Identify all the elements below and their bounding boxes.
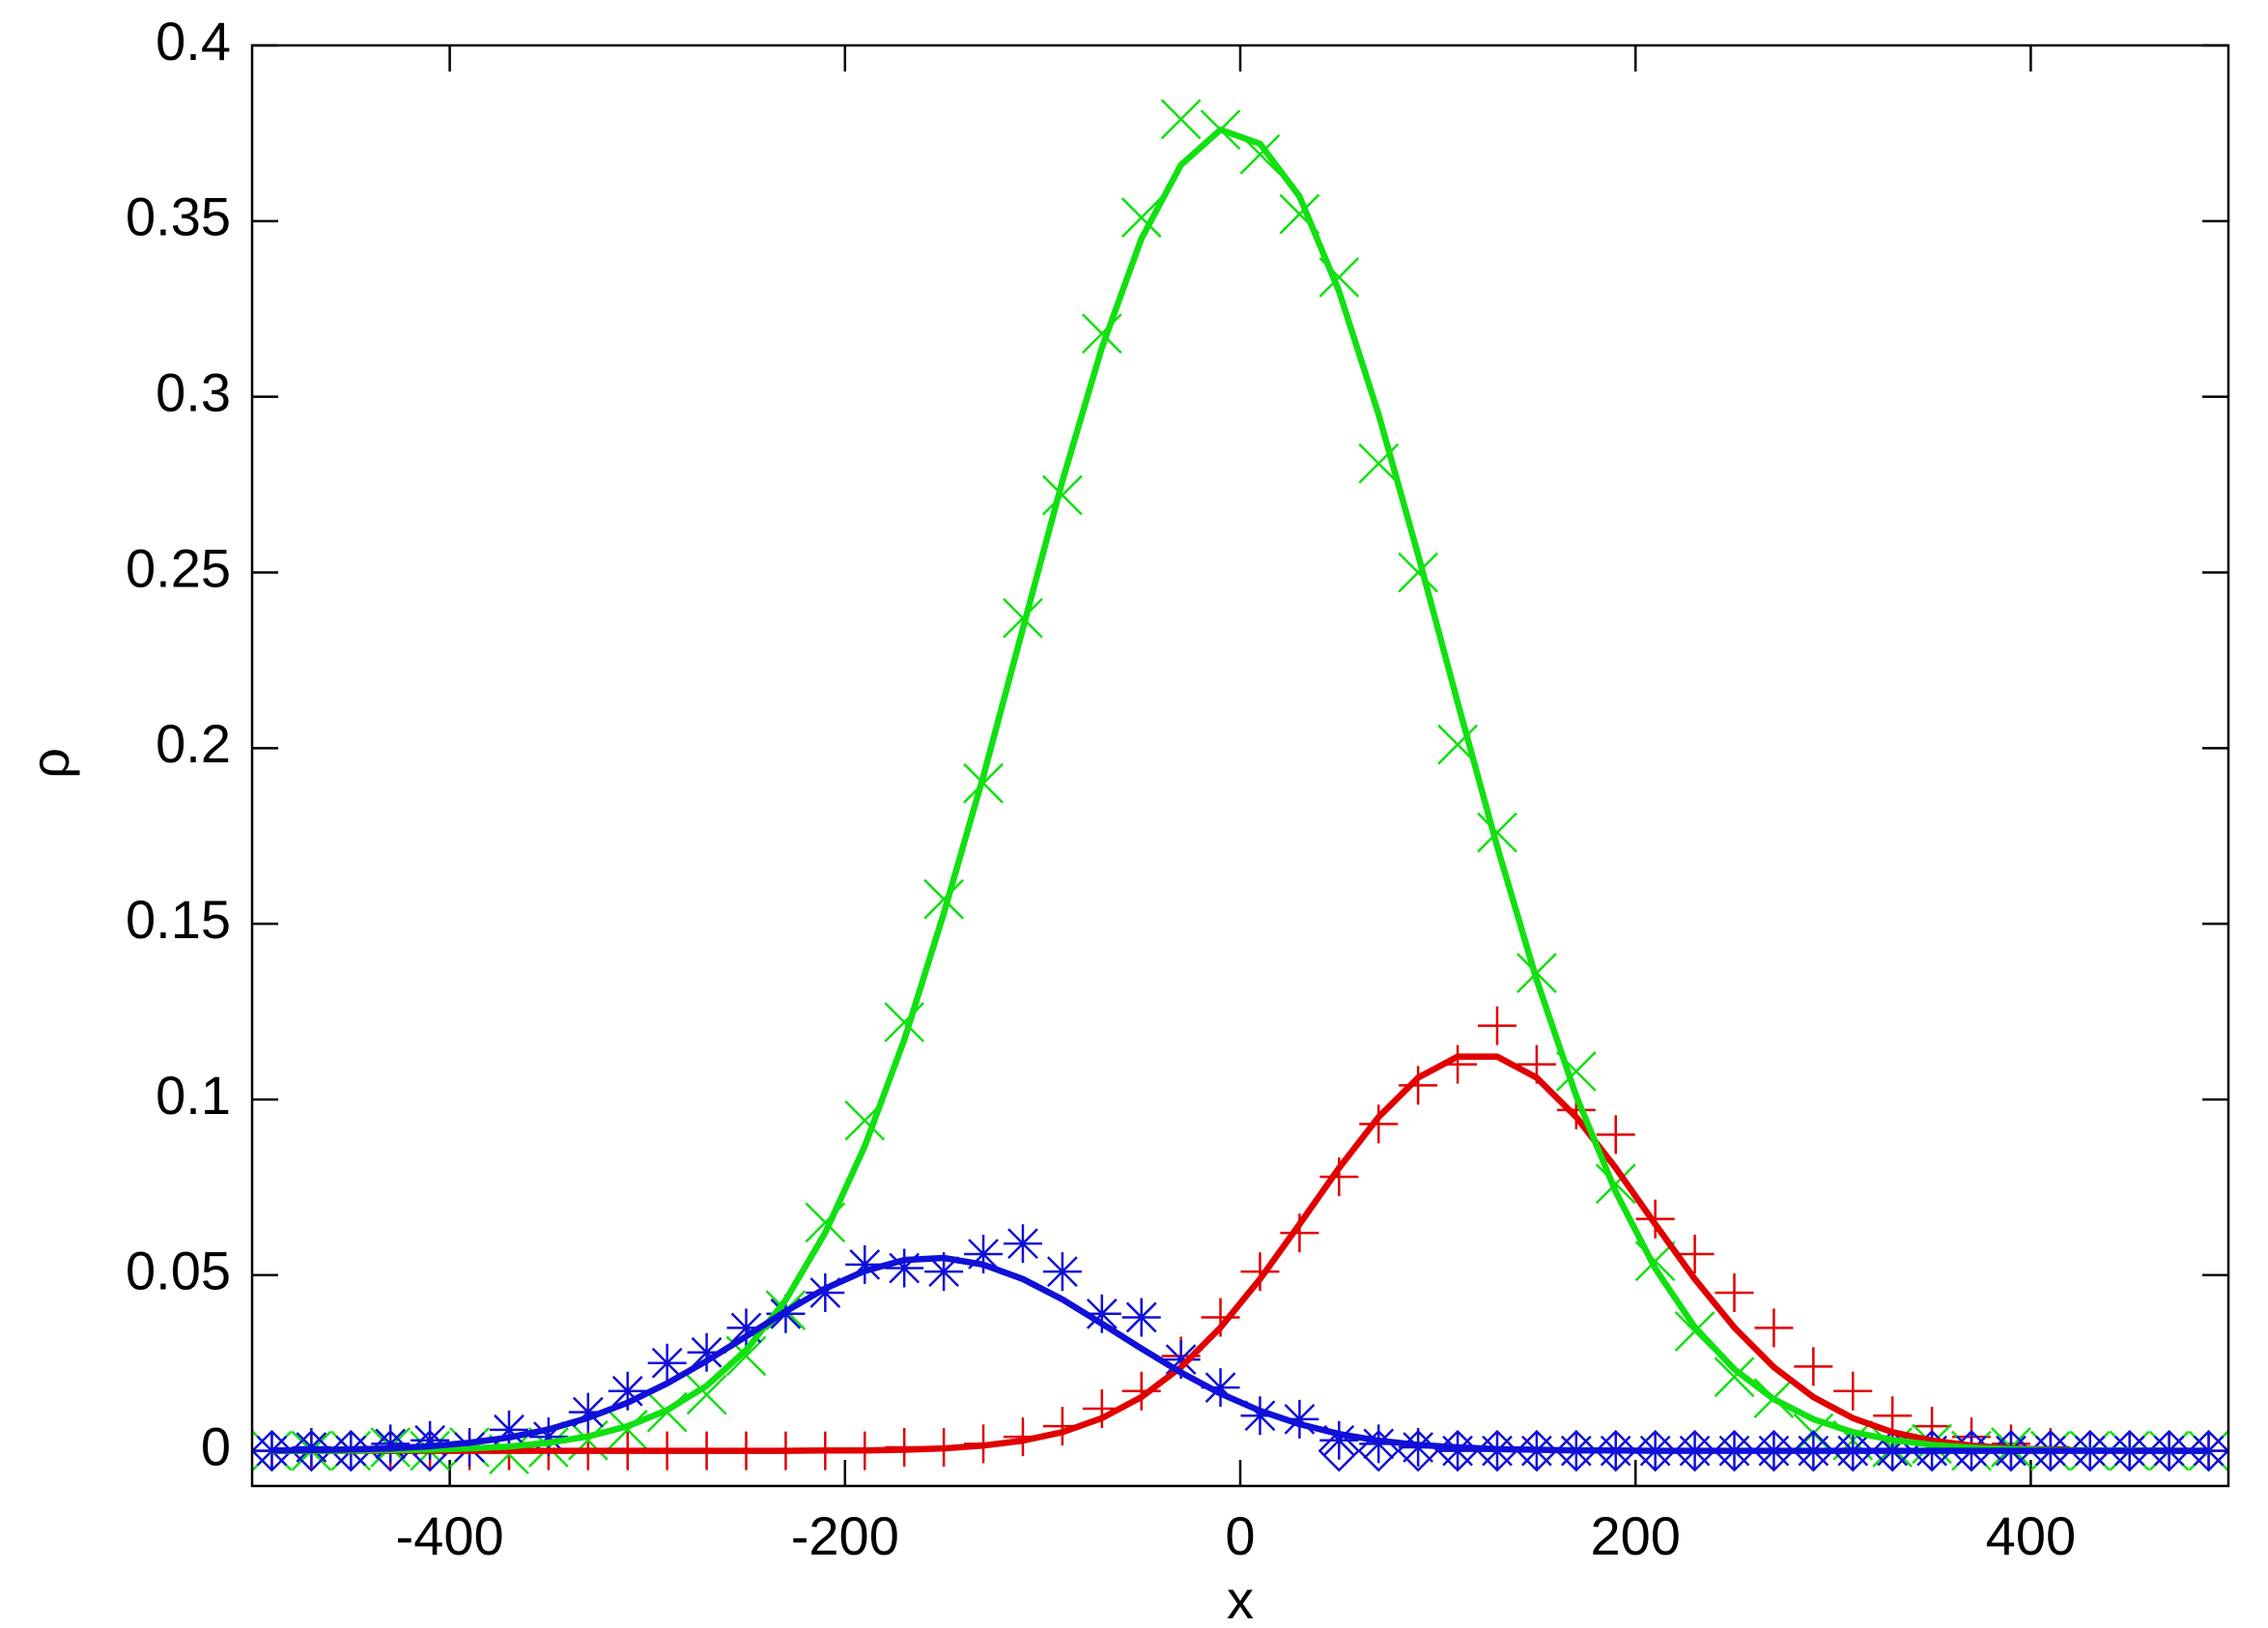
data-point: [2069, 1429, 2112, 1472]
data-point: [884, 1002, 925, 1042]
data-point: [923, 878, 964, 920]
fit-curve: [269, 127, 2212, 1454]
data-point: [1319, 1420, 1359, 1460]
data-point: [1713, 1429, 1756, 1472]
data-point: [1120, 197, 1162, 239]
x-tick-label: 0: [1225, 1505, 1255, 1566]
x-axis-label: x: [1227, 1569, 1254, 1628]
data-point: [608, 1371, 647, 1411]
data-point: [1003, 1224, 1042, 1264]
y-tick-label: 0.3: [156, 361, 231, 422]
y-tick-label: 0.1: [156, 1065, 231, 1126]
x-tick-label: -400: [396, 1505, 504, 1566]
data-point: [687, 1332, 726, 1372]
data-point: [1754, 1308, 1794, 1348]
data-point: [924, 1252, 964, 1292]
y-tick-label: 0.15: [126, 889, 231, 950]
data-point: [1516, 1429, 1558, 1472]
data-point: [329, 1429, 373, 1472]
data-point: [806, 1272, 845, 1312]
data-point: [647, 1343, 687, 1383]
data-point: [290, 1429, 333, 1472]
y-tick-label: 0.35: [126, 186, 231, 247]
data-point: [1715, 1272, 1754, 1312]
data-point: [252, 1429, 294, 1472]
data-point: [1752, 1429, 1796, 1472]
data-point: [726, 1308, 766, 1348]
data-point: [607, 1409, 648, 1450]
y-tick-label: 0: [201, 1415, 231, 1476]
data-point: [1280, 1399, 1319, 1439]
data-point: [845, 1244, 885, 1284]
data-point: [1240, 1396, 1280, 1436]
y-tick-label: 0.4: [156, 11, 231, 71]
data-point: [1359, 1104, 1399, 1144]
data-point: [2029, 1429, 2072, 1472]
data-point: [2108, 1429, 2151, 1472]
data-point: [1399, 1066, 1438, 1105]
data-point: [411, 1420, 450, 1460]
data-point: [686, 1374, 727, 1415]
data-point: [1833, 1371, 1873, 1411]
data-point: [489, 1410, 528, 1449]
data-point: [2147, 1429, 2191, 1472]
data-point: [1596, 1115, 1635, 1155]
plot-frame: [250, 43, 2230, 1488]
data-point: [1477, 812, 1517, 853]
data-point: [964, 1234, 1004, 1273]
data-point: [369, 1429, 411, 1472]
data-point: [885, 1248, 924, 1288]
data-point: [1359, 1424, 1399, 1464]
data-point: [528, 1417, 568, 1457]
data-point: [1042, 1252, 1082, 1292]
data-point: [1831, 1429, 1875, 1472]
data-point: [1555, 1429, 1598, 1472]
x-tick-label: 200: [1590, 1505, 1680, 1566]
data-point: [1873, 1396, 1913, 1436]
data-point: [2187, 1429, 2228, 1472]
x-tick-label: -200: [791, 1505, 899, 1566]
data-point: [1201, 1368, 1240, 1408]
data-point: [1633, 1429, 1677, 1472]
y-tick-label: 0.05: [126, 1241, 231, 1301]
data-point: [568, 1392, 608, 1432]
data-point: [1160, 99, 1202, 140]
x-tick-label: 400: [1986, 1505, 2076, 1566]
data-point: [1792, 1429, 1835, 1472]
data-point: [1438, 1431, 1478, 1471]
data-point: [1673, 1429, 1716, 1472]
data-point: [1476, 1429, 1518, 1472]
data-point: [1675, 1234, 1715, 1273]
data-point: [1240, 1252, 1280, 1292]
data-point: [1082, 1294, 1121, 1333]
y-axis-label: ρ: [19, 748, 80, 779]
data-point: [1594, 1429, 1637, 1472]
data-point: [1161, 1340, 1201, 1380]
data-point: [1041, 474, 1083, 516]
data-point: [1794, 1347, 1833, 1386]
data-point: [1121, 1298, 1161, 1337]
fit-curve: [269, 1254, 2212, 1454]
fit-curve: [269, 1053, 2212, 1454]
data-point: [1714, 1357, 1755, 1398]
y-tick-label: 0.25: [126, 537, 231, 598]
data-point: [1318, 1429, 1361, 1472]
data-point: [1477, 1006, 1517, 1045]
y-tick-label: 0.2: [156, 713, 231, 774]
data-point: [371, 1424, 411, 1464]
plot-area: [252, 99, 2228, 1475]
data-point: [1398, 552, 1439, 593]
